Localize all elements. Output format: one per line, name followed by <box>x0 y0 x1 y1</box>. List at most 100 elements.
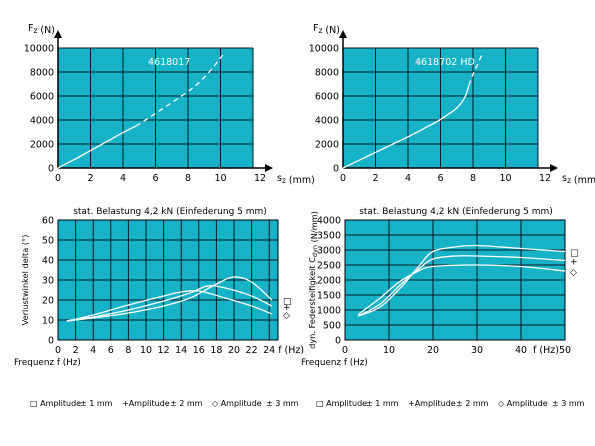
x-tick-label: 6 <box>152 173 158 184</box>
plot-frame <box>57 219 279 341</box>
x-tick-label: 18 <box>210 345 222 356</box>
plot-frame <box>344 219 566 341</box>
x-tick-label: 4 <box>90 345 96 356</box>
series-line-1 <box>357 244 566 317</box>
y-axis-arrow-icon <box>339 30 347 38</box>
y-tick-label: 0 <box>333 164 339 175</box>
x-axis-label: Frequenz f (Hz) <box>301 358 368 368</box>
y-tick-label: 0 <box>48 164 54 175</box>
y-tick-label: 4000 <box>30 116 54 127</box>
y-tick-label: 1000 <box>317 306 341 317</box>
x-tick-label: 8 <box>185 173 191 184</box>
legend-right: □ Amplitude± 1 mm +Amplitude ± 2 mm ◇ Ampli… <box>316 399 585 408</box>
legend-item: ± 1 mm <box>80 399 113 408</box>
legend-item: ± 1 mm <box>366 399 399 408</box>
legend-item: □ Amplitude <box>30 399 81 408</box>
y-tick-label: 2500 <box>317 261 341 272</box>
y-tick-label: 20 <box>42 296 54 307</box>
y-tick-label: 0 <box>48 336 54 347</box>
legend-item: ◇ Amplitude <box>498 399 548 408</box>
y-tick-label: 10 <box>42 316 54 327</box>
y-tick-label: 500 <box>323 321 341 332</box>
x-tick-label: 2 <box>73 345 79 356</box>
y-tick-label: 2000 <box>30 140 54 151</box>
x-tick-label: 20 <box>228 345 240 356</box>
legend-item: ± 3 mm <box>552 399 585 408</box>
y-axis-arrow-icon <box>54 30 62 38</box>
y-tick-label: 2000 <box>317 276 341 287</box>
legend-item: ± 2 mm <box>456 399 489 408</box>
x-tick-label: 0 <box>340 173 346 184</box>
chart-2: 0 2000 4000 6000 8000 10000 0 2 4 6 8 10 12 Fz (N) sz … <box>309 23 595 186</box>
legend-left: □ Amplitude± 1 mm +Amplitude ± 2 mm ◇ Ampli… <box>30 399 299 408</box>
series-line-1 <box>342 84 470 169</box>
y-axis-label: Verlustwinkel delta (°) <box>20 235 30 326</box>
x-tick-label: 22 <box>246 345 258 356</box>
y-tick-label: 1500 <box>317 291 341 302</box>
x-axis-unit-label: f (Hz) <box>278 345 304 356</box>
chart-1: 0 2000 4000 6000 8000 10000 0 2 4 6 8 10 12 Fz (N) sz … <box>24 23 315 186</box>
series-annotation: 4618702 HD <box>415 57 475 68</box>
y-tick-label: 30 <box>42 276 54 287</box>
y-tick-label: 40 <box>42 256 54 267</box>
end-marker-icon: ◇ <box>283 311 290 321</box>
y-tick-label: 2000 <box>315 140 339 151</box>
end-marker-icon: + <box>283 303 291 313</box>
series-annotation: 4618017 <box>148 57 190 68</box>
x-axis-label: sz (mm) <box>562 173 595 186</box>
end-marker-icon: ◇ <box>570 268 577 278</box>
x-tick-label: 40 <box>515 345 527 356</box>
legend-item: +Amplitude <box>408 399 456 408</box>
y-tick-label: 3000 <box>317 246 341 257</box>
series-line-3 <box>66 289 273 322</box>
end-marker-icon: + <box>570 258 578 268</box>
y-axis-label: dyn. Federsteifigkeit Cdyn (N/mm) <box>307 211 319 349</box>
x-tick-label: 4 <box>120 173 126 184</box>
x-tick-label: 10 <box>140 345 152 356</box>
x-tick-label: 8 <box>125 345 131 356</box>
y-tick-label: 8000 <box>30 68 54 79</box>
x-tick-label: 6 <box>437 173 443 184</box>
y-tick-label: 4000 <box>317 216 341 227</box>
series-line-2 <box>468 52 484 86</box>
y-tick-label: 4000 <box>315 116 339 127</box>
x-tick-label: 14 <box>175 345 187 356</box>
x-tick-label: 8 <box>470 173 476 184</box>
series-line-2 <box>357 255 566 317</box>
y-tick-label: 10000 <box>309 44 339 55</box>
end-marker-icon: □ <box>283 297 292 307</box>
x-tick-label: 12 <box>254 173 266 184</box>
chart-title: stat. Belastung 4,2 kN (Einfederung 5 mm… <box>359 207 553 217</box>
x-tick-label: 2 <box>372 173 378 184</box>
legend-item: □ Amplitude <box>316 399 367 408</box>
series-line-1 <box>66 276 273 322</box>
x-tick-label: 4 <box>405 173 411 184</box>
x-tick-label: 6 <box>108 345 114 356</box>
x-tick-label: 10 <box>214 173 226 184</box>
y-tick-label: 0 <box>335 336 341 347</box>
y-tick-label: 3500 <box>317 231 341 242</box>
series-line-2 <box>66 285 273 322</box>
x-axis-label: Frequenz f (Hz) <box>14 358 81 368</box>
legend-item: ± 3 mm <box>266 399 299 408</box>
y-axis-label: Fz (N) <box>28 23 55 36</box>
y-tick-label: 6000 <box>30 92 54 103</box>
legend-item: ± 2 mm <box>170 399 203 408</box>
series-line-1 <box>57 125 137 169</box>
x-tick-label: 0 <box>342 345 348 356</box>
legend-item: +Amplitude <box>122 399 170 408</box>
y-tick-label: 6000 <box>315 92 339 103</box>
x-tick-label: 50 <box>559 345 571 356</box>
x-tick-label: 0 <box>55 173 61 184</box>
x-tick-label: 10 <box>499 173 511 184</box>
x-tick-label: 12 <box>158 345 170 356</box>
x-tick-label: 10 <box>383 345 395 356</box>
y-axis-label: Fz (N) <box>313 23 340 36</box>
x-axis-unit-label: f (Hz) <box>533 345 559 356</box>
x-axis-arrow-icon <box>550 164 558 172</box>
chart-4: 0 500 1000 1500 2000 2500 3000 3500 4000 0 10 20 30 4… <box>301 207 579 368</box>
chart-title: stat. Belastung 4,2 kN (Einfederung 5 mm… <box>73 207 267 217</box>
x-tick-label: 24 <box>263 345 275 356</box>
